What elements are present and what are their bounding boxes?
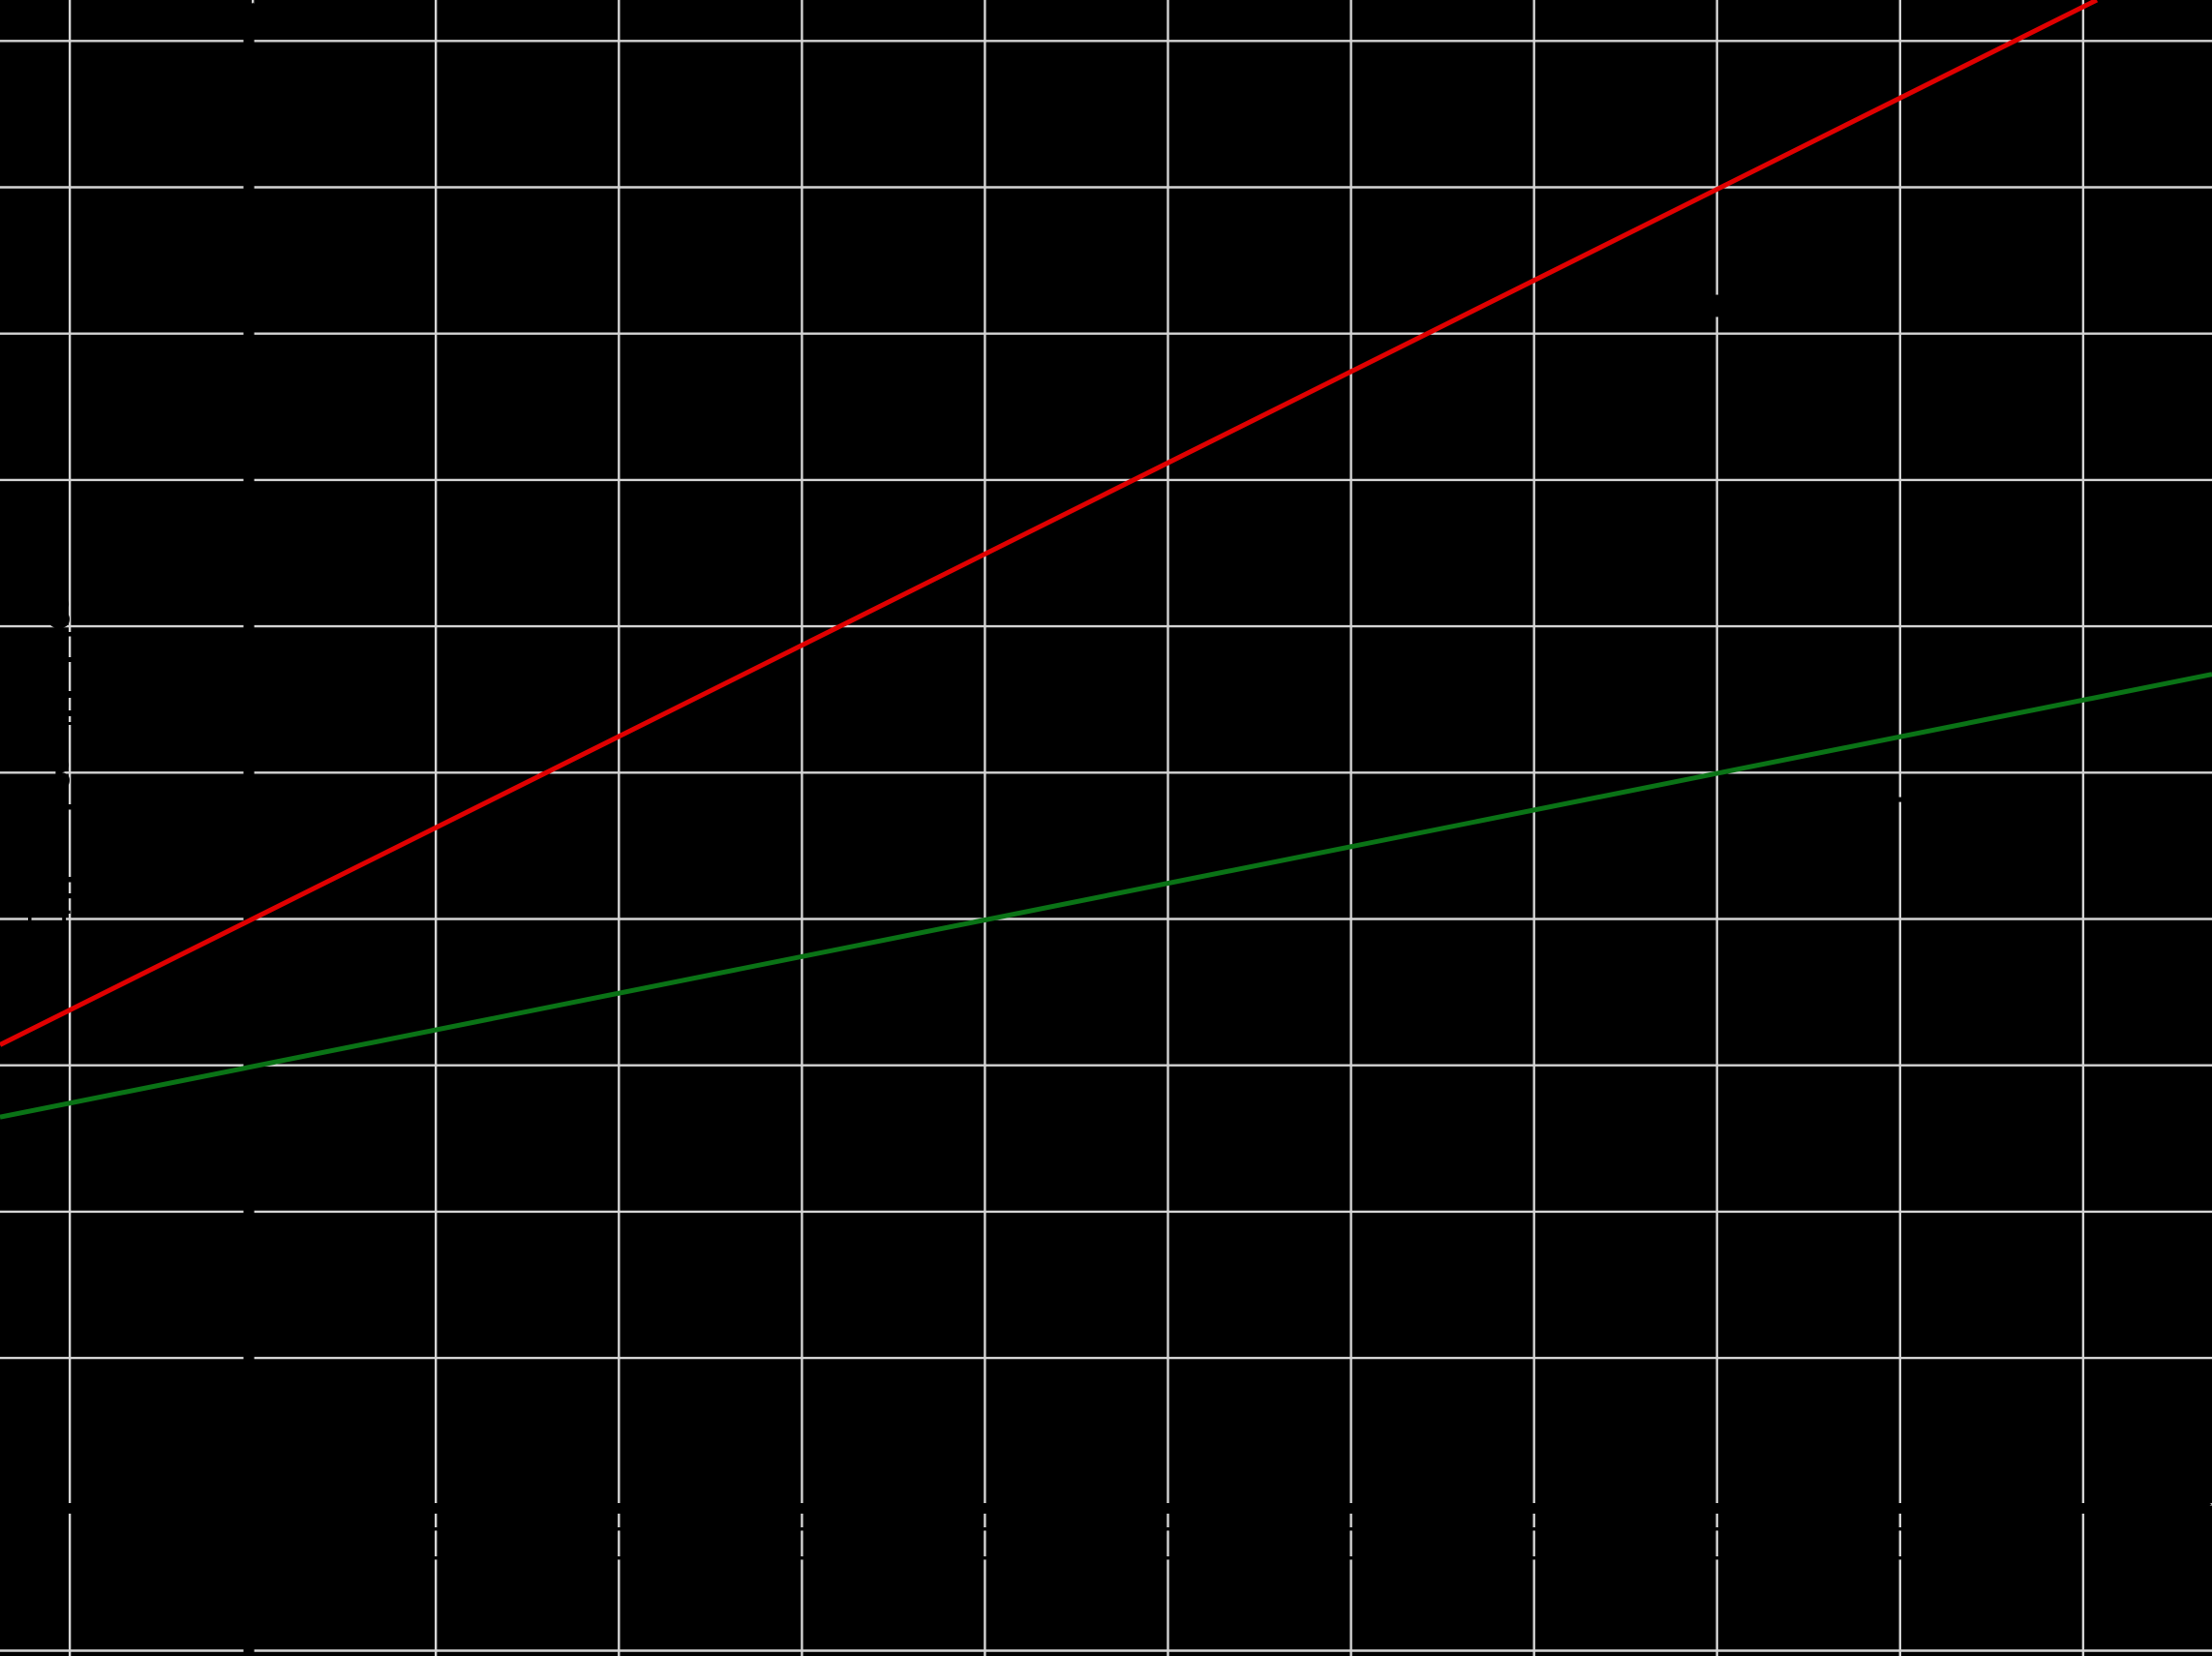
- svg-text:1000: 1000: [2033, 1518, 2135, 1569]
- svg-text:300: 300: [764, 1518, 839, 1569]
- svg-text:900: 900: [1863, 1518, 1938, 1569]
- svg-text:700: 700: [1496, 1518, 1571, 1569]
- svg-text:3: 3: [46, 747, 72, 798]
- svg-text:800: 800: [1679, 1518, 1754, 1569]
- svg-text:4: 4: [46, 880, 72, 931]
- svg-text:200: 200: [581, 1518, 656, 1569]
- svg-text:500: 500: [1130, 1518, 1205, 1569]
- svg-text:400: 400: [947, 1518, 1022, 1569]
- svg-text:600: 600: [1313, 1518, 1388, 1569]
- svg-text:3: 3: [46, 587, 72, 638]
- svg-text:100: 100: [398, 1518, 473, 1569]
